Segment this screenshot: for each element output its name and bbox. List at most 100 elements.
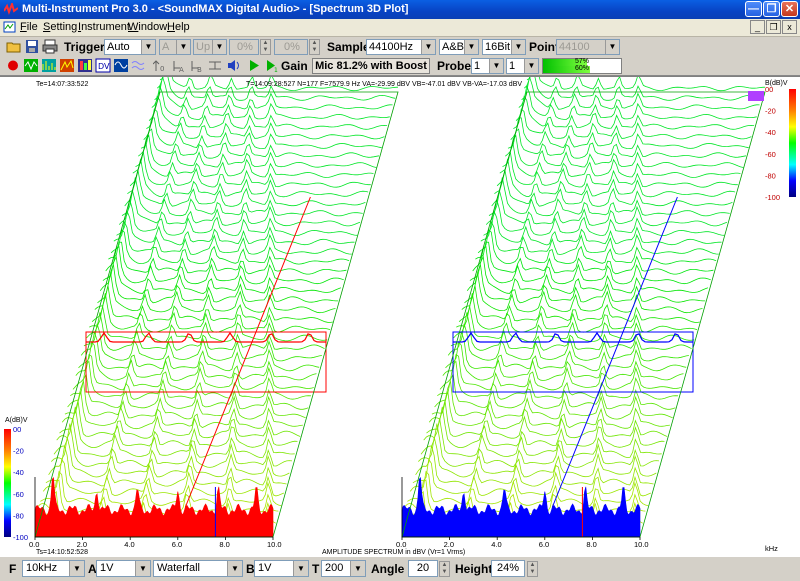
minimize-button[interactable]: — [745, 1, 762, 17]
multimeter-icon[interactable]: DV [95, 58, 111, 73]
waterfall-trace [129, 158, 369, 198]
waterfall-trace [78, 340, 317, 381]
waterfall-trace [94, 285, 333, 323]
spectrogram-icon[interactable] [77, 58, 93, 73]
menu-help[interactable]: Help [167, 21, 190, 33]
waterfall-trace [42, 470, 282, 507]
right-db-tick-label: -60 [765, 150, 776, 159]
frequency-range-value: 10kHz [26, 562, 58, 574]
trigger-mode-select[interactable]: Auto ▼ [104, 39, 156, 55]
angle-spinner[interactable]: ▲ ▼ [439, 561, 450, 577]
channel-b-range-select[interactable]: 1V ▼ [254, 560, 309, 577]
height-field[interactable]: 24% [491, 560, 525, 577]
spectrum-analyzer-icon[interactable] [41, 58, 57, 73]
waterfall-trace [426, 406, 665, 449]
trigger-level-a-field[interactable]: 0% [229, 39, 259, 55]
right-db-tick-label: -20 [765, 107, 776, 116]
window-titlebar[interactable]: Multi-Instrument Pro 3.0 - <SoundMAX Dig… [0, 0, 800, 19]
waterfall-trace [51, 437, 290, 478]
menu-window[interactable]: Window [128, 21, 167, 33]
open-folder-icon[interactable] [6, 39, 22, 54]
bits-select[interactable]: 16Bit ▼ [482, 39, 526, 55]
mdi-close-button[interactable]: x [782, 20, 797, 34]
mic-status-display: Mic 81.2% with Boost [312, 58, 430, 74]
waterfall-trace [118, 199, 358, 237]
speaker-icon[interactable] [226, 58, 242, 73]
level-a-spinner[interactable]: ▲ ▼ [260, 39, 271, 55]
waterfall-trace [428, 400, 668, 439]
trigger-level-b-field[interactable]: 0% [274, 39, 308, 55]
level-b-spinner[interactable]: ▲ ▼ [309, 39, 320, 55]
waterfall-trace [113, 220, 352, 255]
maximize-button[interactable]: ❐ [763, 1, 780, 17]
angle-value: 20 [416, 562, 430, 574]
spectrum-3d-icon[interactable] [59, 58, 75, 73]
waterfall-trace [61, 400, 301, 439]
play-step-icon[interactable]: 1 [264, 58, 280, 73]
frequency-tick-label: 8.0 [219, 540, 229, 549]
waterfall-trace [485, 199, 725, 237]
frequency-tick-label: 8.0 [586, 540, 596, 549]
point-select[interactable]: 44100 ▼ [556, 39, 620, 55]
time-cursor-diagonal[interactable] [184, 196, 311, 508]
menu-setting[interactable]: Setting [43, 21, 77, 33]
level-meter-b-text: 60% [575, 65, 590, 72]
mdi-minimize-button[interactable]: _ [750, 20, 765, 34]
channel-a-range-select[interactable]: 1V ▼ [96, 560, 151, 577]
gain-down-icon[interactable]: 0 [153, 58, 169, 73]
right-db-tick-label: -40 [765, 128, 776, 137]
waterfall-trace [132, 152, 371, 188]
spectrum-3d-plot[interactable]: Te=14:07:33:522 T=14:09:28:527 N=177 F=7… [0, 59, 800, 557]
svg-text:DV: DV [98, 62, 110, 71]
trigger-edge-select[interactable]: Up ▼ [193, 39, 227, 55]
frequency-range-select[interactable]: 10kHz ▼ [22, 560, 85, 577]
trigger-channel-select[interactable]: A ▼ [159, 39, 191, 55]
display-mode-select[interactable]: Waterfall ▼ [153, 560, 243, 577]
waterfall-trace [86, 312, 325, 351]
menu-file[interactable]: File [20, 21, 38, 33]
chevron-down-icon: ▼ [489, 59, 503, 73]
spectrum-3d-canvas[interactable]: Te=14:07:33:522 T=14:09:28:527 N=177 F=7… [0, 59, 800, 557]
angle-field[interactable]: 20 [408, 560, 438, 577]
measure-icon[interactable] [207, 58, 223, 73]
waterfall-trace [146, 108, 385, 140]
waterfall-trace [99, 264, 339, 304]
probe-b-icon[interactable]: B [189, 58, 205, 73]
chevron-down-icon: ▼ [135, 561, 150, 576]
time-cursor-diagonal[interactable] [551, 196, 678, 508]
dds-generator-icon[interactable] [131, 58, 147, 73]
svg-text:A: A [179, 66, 184, 73]
left-axis-label: A(dB)V [5, 417, 28, 424]
menu-instrument-key: I [78, 21, 82, 33]
frequency-tick-label: 6.0 [172, 540, 182, 549]
mdi-restore-button[interactable]: ❐ [766, 20, 781, 34]
waterfall-trace [453, 312, 692, 351]
print-icon[interactable] [42, 39, 58, 54]
channels-select[interactable]: A&B ▼ [439, 39, 479, 55]
document-icon[interactable] [3, 21, 16, 33]
probe-b-value: 1 [509, 60, 516, 72]
svg-text:1: 1 [274, 67, 278, 73]
probe-b-select[interactable]: 1 ▼ [506, 58, 539, 74]
height-spinner[interactable]: ▲ ▼ [527, 561, 538, 577]
oscilloscope-icon[interactable] [23, 58, 39, 73]
waterfall-trace [466, 264, 706, 304]
waterfall-trace [483, 209, 722, 246]
time-points-select[interactable]: 200 ▼ [321, 560, 366, 577]
play-icon[interactable] [246, 58, 262, 73]
signal-generator-icon[interactable] [113, 58, 129, 73]
waterfall-trace [524, 65, 763, 101]
menu-instrument[interactable]: Instrument [78, 21, 130, 33]
save-icon[interactable] [24, 39, 40, 54]
angle-label: Angle [371, 562, 405, 576]
waterfall-trace [127, 170, 366, 207]
probe-a-icon[interactable]: A [171, 58, 187, 73]
chevron-down-icon: ▼ [212, 40, 226, 54]
panel-frame [34, 91, 399, 538]
waterfall-trace [513, 108, 752, 140]
record-icon[interactable] [5, 58, 21, 73]
close-button[interactable]: ✕ [781, 1, 798, 17]
probe-a-select[interactable]: 1 ▼ [471, 58, 504, 74]
sample-rate-select[interactable]: 44100Hz ▼ [366, 39, 436, 55]
waterfall-trace [157, 65, 396, 101]
